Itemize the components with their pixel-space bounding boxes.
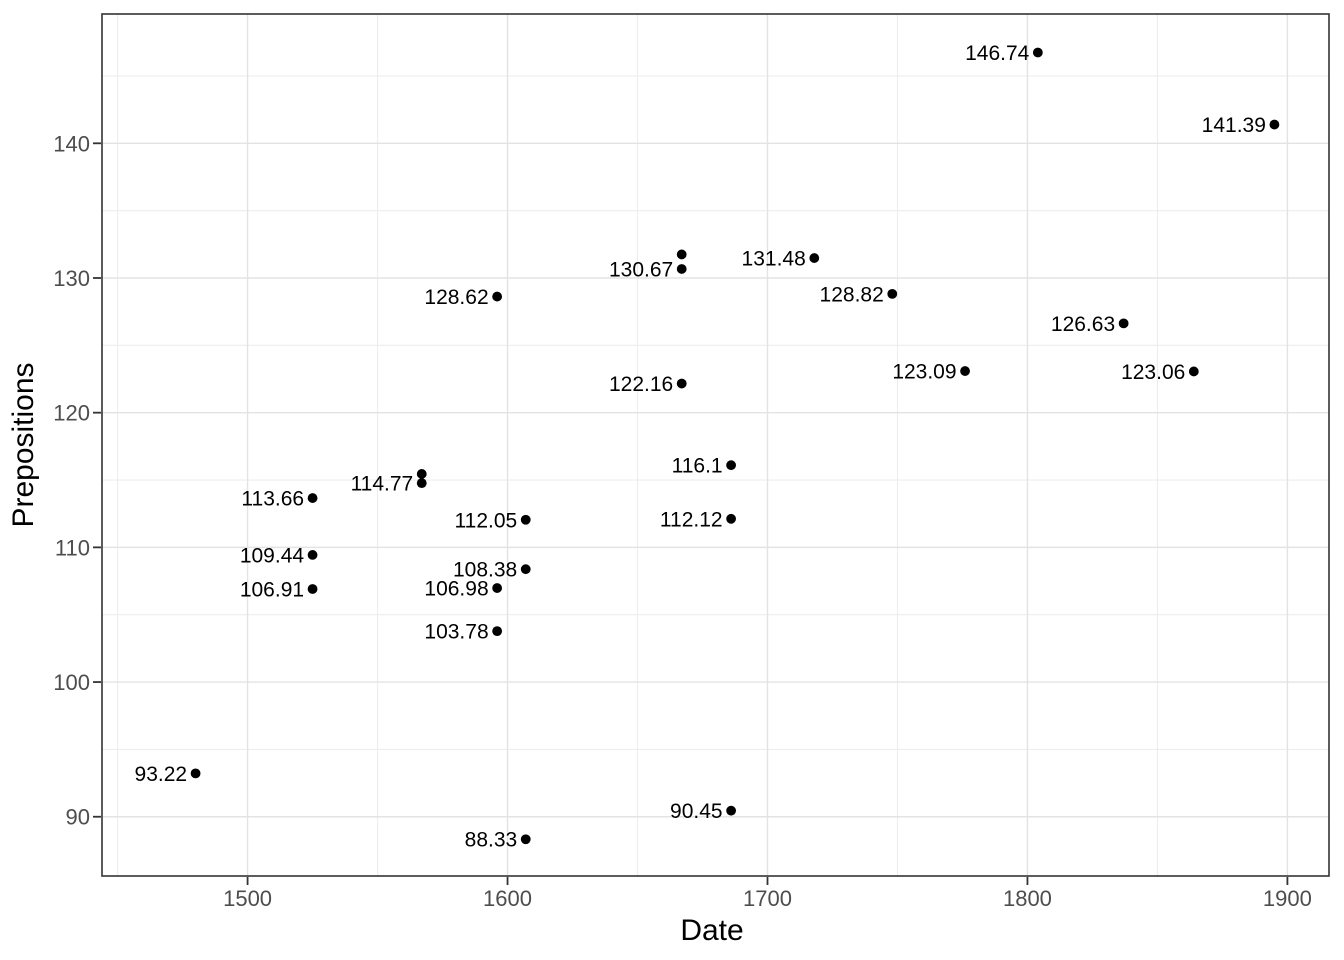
- data-point-label: 131.48: [742, 248, 806, 271]
- x-tick-label: 1700: [743, 886, 792, 911]
- data-point: [960, 366, 970, 376]
- data-point-label: 109.44: [240, 544, 305, 567]
- data-point: [726, 805, 736, 816]
- data-point: [809, 253, 820, 263]
- data-point-label: 106.91: [240, 578, 304, 601]
- data-point-label: 108.38: [453, 559, 517, 582]
- data-point-label: 114.77: [351, 473, 414, 496]
- data-point: [1269, 119, 1280, 130]
- data-point-label: 141.39: [1202, 114, 1266, 137]
- y-tick-label: 110: [55, 535, 90, 560]
- data-point: [416, 478, 427, 489]
- data-point: [520, 564, 531, 575]
- data-point-label: 93.22: [135, 763, 188, 786]
- y-tick-label: 100: [53, 670, 90, 695]
- x-tick-label: 1500: [223, 886, 272, 911]
- data-point-label: 116.1: [672, 455, 723, 478]
- minor-gridlines: [102, 14, 1329, 876]
- data-point: [492, 583, 503, 593]
- data-point-label: 88.33: [465, 829, 518, 852]
- data-point-label: 130.67: [609, 258, 673, 281]
- data-point-label: 112.05: [455, 509, 518, 532]
- data-point-label: 126.63: [1051, 313, 1115, 336]
- data-point-label: 128.82: [820, 283, 884, 306]
- axis-ticks: [93, 142, 1289, 885]
- data-point: [307, 584, 318, 594]
- data-point: [676, 264, 687, 274]
- data-point-label: 106.98: [424, 578, 488, 601]
- data-point-label: 103.78: [424, 621, 488, 644]
- x-axis-title: Date: [680, 914, 743, 947]
- x-tick-label: 1900: [1263, 886, 1312, 911]
- y-tick-label: 120: [53, 401, 90, 426]
- data-point: [726, 460, 736, 471]
- y-axis-title: Prepositions: [7, 362, 40, 527]
- major-gridlines: [102, 14, 1329, 876]
- data-point-label: 90.45: [670, 800, 723, 823]
- data-point-label: 123.09: [892, 361, 956, 384]
- data-point-labels: 93.22 113.66 109.44 106.91 114.77 128.62 106.9…: [135, 42, 1266, 852]
- data-point-label: 112.12: [660, 508, 723, 531]
- data-point: [307, 550, 318, 560]
- data-point-label: 146.74: [965, 42, 1030, 65]
- data-point: [492, 626, 503, 637]
- y-tick-label: 130: [53, 266, 90, 291]
- data-point-label: 113.66: [241, 488, 304, 511]
- data-point: [1118, 318, 1129, 329]
- x-tick-label: 1600: [483, 886, 532, 911]
- data-point: [520, 514, 531, 525]
- data-point-label: 123.06: [1121, 361, 1185, 384]
- data-point: [416, 469, 427, 479]
- data-point: [676, 249, 687, 260]
- data-point: [307, 493, 318, 503]
- data-point-label: 128.62: [424, 286, 488, 309]
- y-tick-label: 90: [66, 805, 90, 830]
- x-tick-label: 1800: [1003, 886, 1052, 911]
- data-point: [887, 288, 898, 299]
- panel-border: [101, 13, 1330, 877]
- axis-tick-labels: 1500 1600 1700 1800 1900 90 100 110 120 130 140: [53, 131, 1312, 911]
- data-points: [190, 47, 1280, 845]
- data-point: [676, 378, 687, 389]
- data-point: [492, 291, 503, 302]
- data-point: [520, 834, 531, 845]
- data-point: [1188, 366, 1199, 377]
- data-point: [190, 768, 201, 779]
- data-point: [1032, 47, 1043, 58]
- data-point: [726, 513, 736, 524]
- y-tick-label: 140: [53, 131, 90, 156]
- data-point-label: 122.16: [609, 373, 673, 396]
